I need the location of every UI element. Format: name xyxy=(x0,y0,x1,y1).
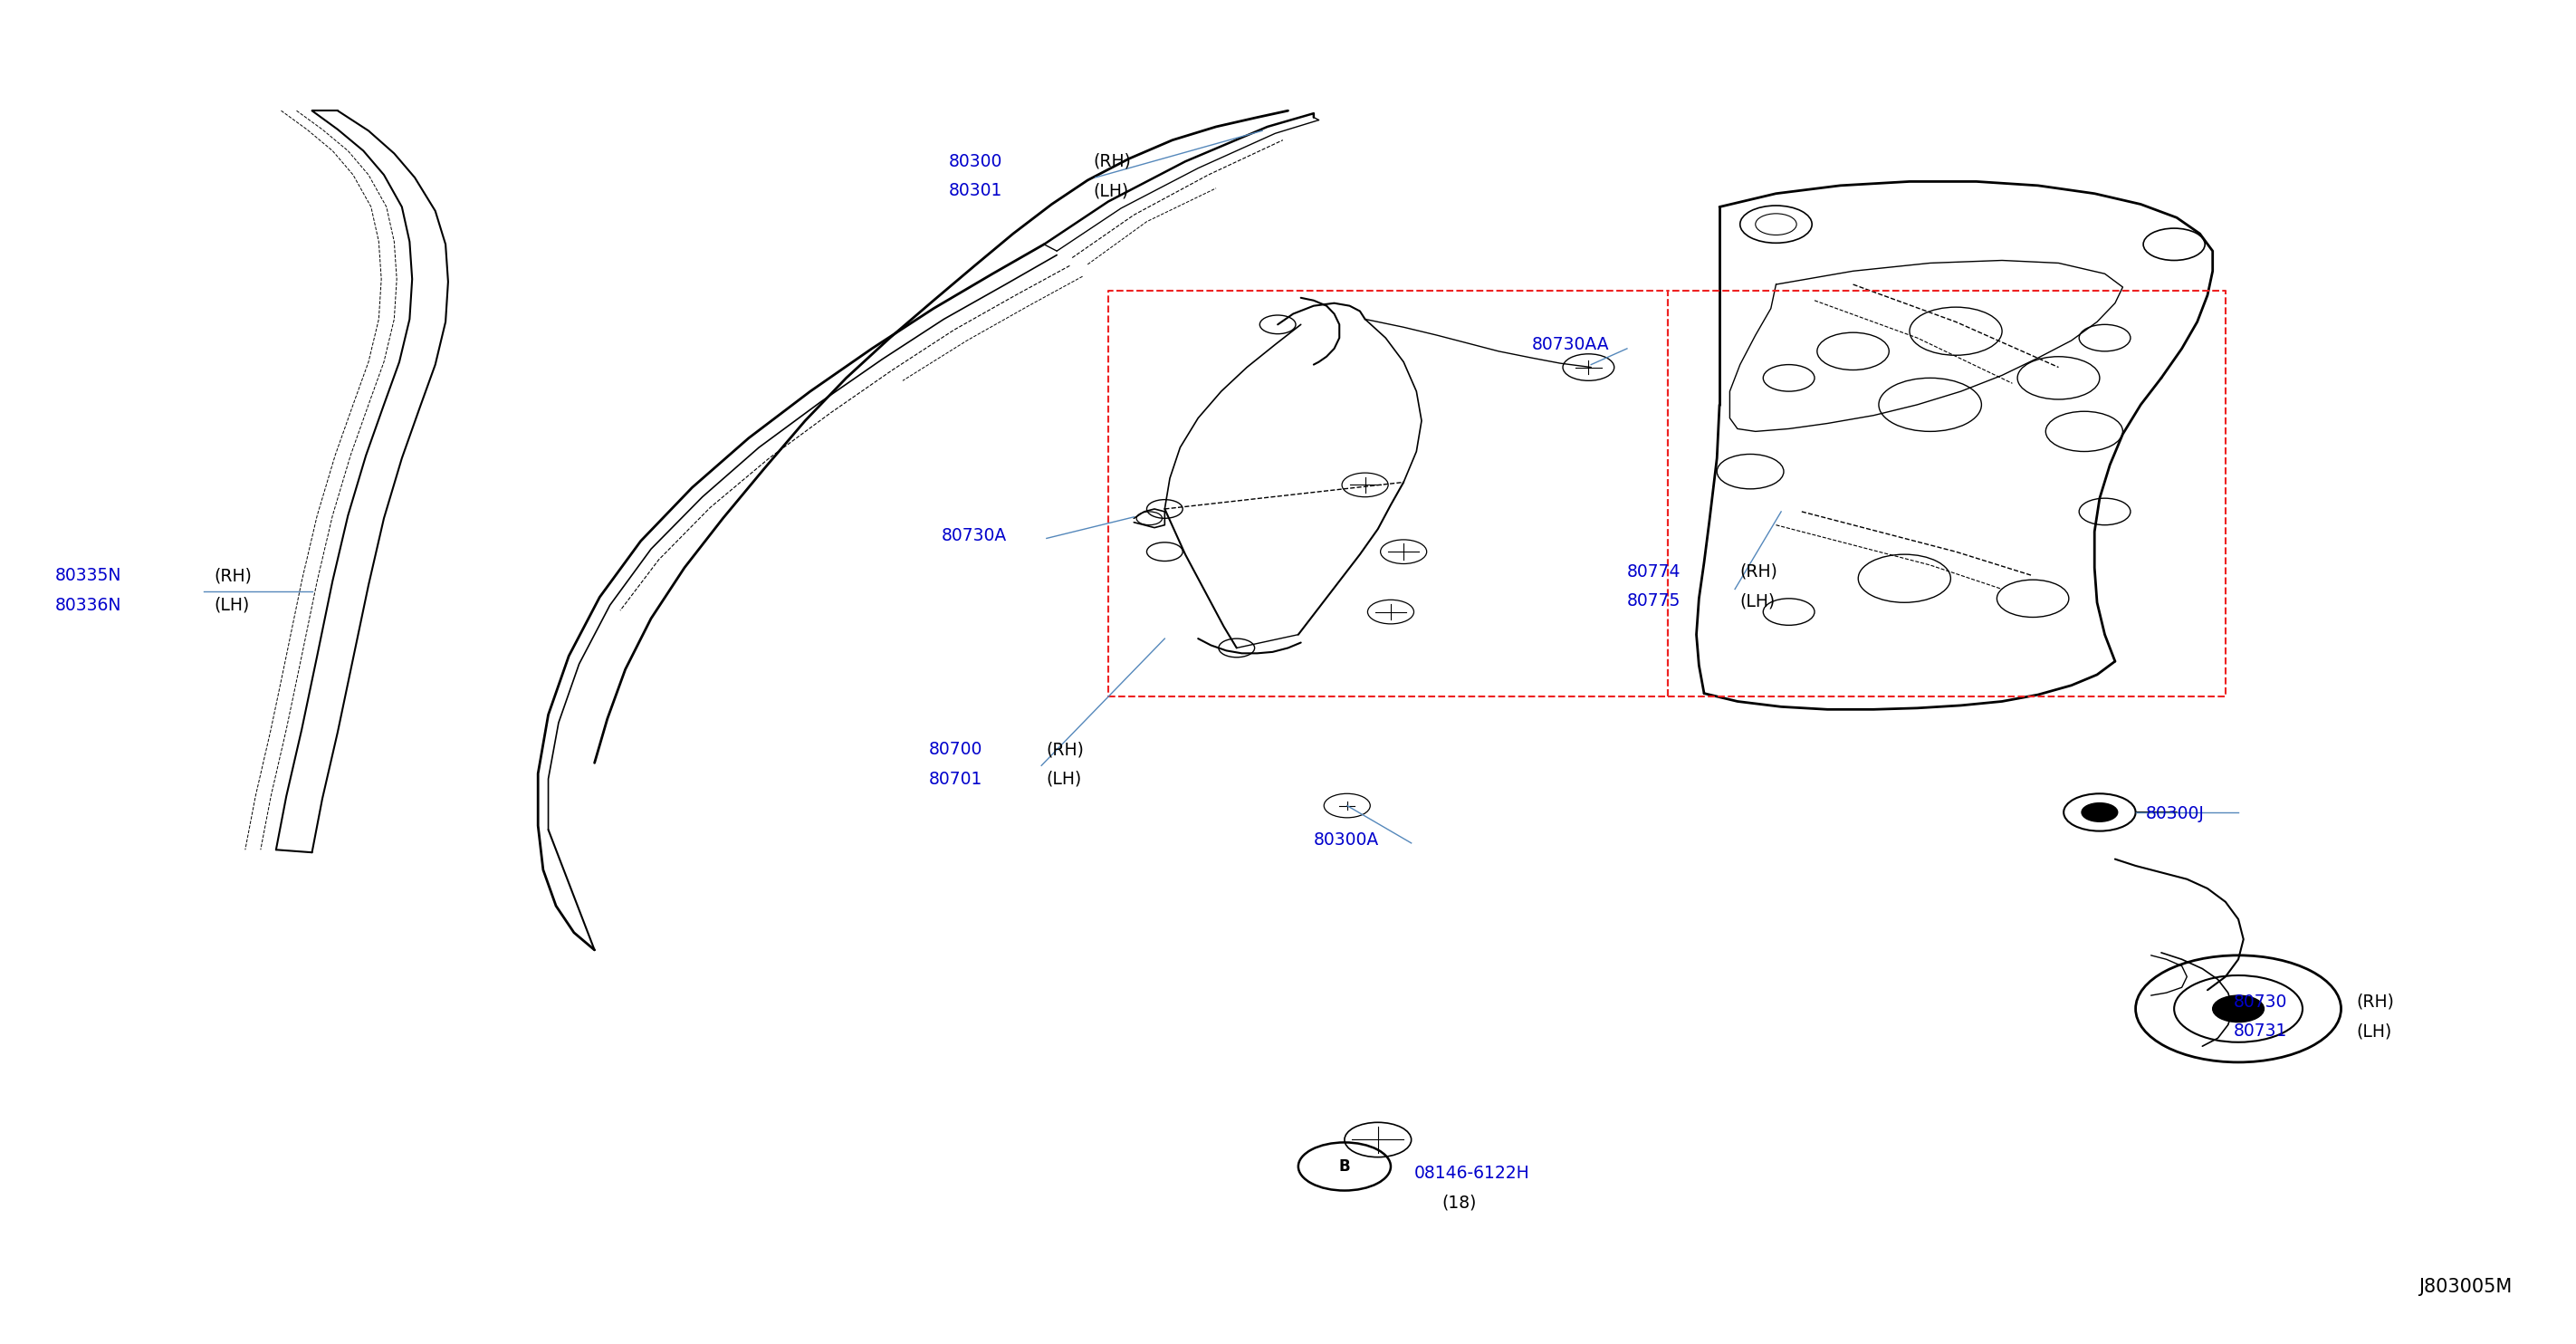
Text: (RH): (RH) xyxy=(1092,153,1131,171)
Text: 80731: 80731 xyxy=(2233,1023,2287,1040)
Text: (LH): (LH) xyxy=(1739,593,1775,610)
Text: (RH): (RH) xyxy=(214,567,252,585)
Text: 80730A: 80730A xyxy=(940,527,1007,544)
Text: J803005M: J803005M xyxy=(2419,1278,2512,1296)
Text: 80336N: 80336N xyxy=(54,597,121,614)
Text: 80775: 80775 xyxy=(1628,593,1680,610)
Text: (LH): (LH) xyxy=(2357,1023,2393,1040)
Text: 80300J: 80300J xyxy=(2146,805,2205,823)
Text: (RH): (RH) xyxy=(1739,563,1777,581)
Text: 08146-6122H: 08146-6122H xyxy=(1414,1164,1530,1181)
Circle shape xyxy=(2081,802,2117,821)
Text: 80774: 80774 xyxy=(1628,563,1682,581)
Text: 80730: 80730 xyxy=(2233,993,2287,1011)
Text: 80730AA: 80730AA xyxy=(1533,336,1610,353)
Text: (RH): (RH) xyxy=(1046,741,1084,758)
Text: 80300: 80300 xyxy=(948,153,1002,171)
Text: B: B xyxy=(1340,1159,1350,1175)
Text: 80300A: 80300A xyxy=(1314,832,1378,849)
Text: (LH): (LH) xyxy=(1092,183,1128,199)
Text: 80701: 80701 xyxy=(927,770,981,788)
Text: 80301: 80301 xyxy=(948,183,1002,199)
Text: 80700: 80700 xyxy=(927,741,981,758)
Text: 80335N: 80335N xyxy=(54,567,121,585)
Text: (LH): (LH) xyxy=(1046,770,1082,788)
Circle shape xyxy=(2213,996,2264,1023)
Text: (LH): (LH) xyxy=(214,597,250,614)
Text: (18): (18) xyxy=(1443,1193,1476,1211)
Text: (RH): (RH) xyxy=(2357,993,2396,1011)
